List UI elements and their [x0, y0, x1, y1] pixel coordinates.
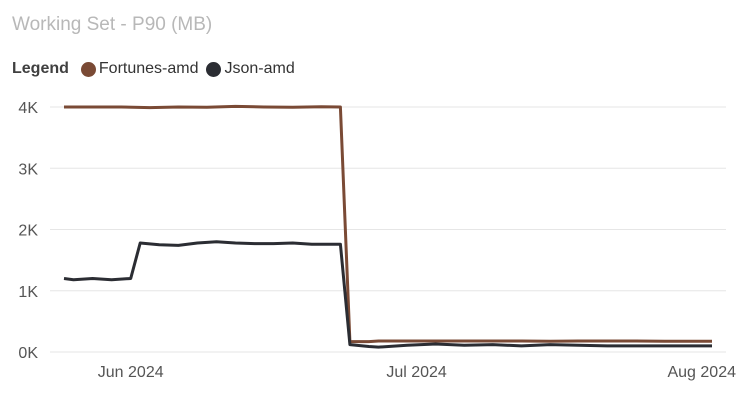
y-tick-label: 2K	[18, 223, 38, 240]
y-axis: 0K 1K 2K 3K 4K	[18, 100, 38, 362]
chart-title: Working Set - P90 (MB)	[12, 14, 213, 35]
y-tick-label: 4K	[18, 100, 38, 117]
series-line-fortunes-amd[interactable]	[64, 104, 712, 344]
series-line-json-amd[interactable]	[63, 240, 712, 349]
legend-item-fortunes-amd[interactable]: Fortunes-amd	[80, 60, 199, 78]
x-axis: Jun 2024 Jul 2024 Aug 2024	[98, 364, 736, 381]
y-tick-label: 0K	[18, 345, 38, 362]
series-lines	[63, 104, 712, 349]
legend-label-fortunes-amd: Fortunes-amd	[98, 60, 199, 77]
legend-swatch-json-amd	[206, 61, 222, 77]
x-tick-label: Aug 2024	[667, 364, 736, 381]
y-tick-label: 1K	[18, 284, 38, 301]
gridlines	[50, 106, 726, 353]
legend-swatch-fortunes-amd	[80, 61, 96, 77]
legend-item-json-amd[interactable]: Json-amd	[206, 60, 295, 78]
legend-label-json-amd: Json-amd	[224, 60, 295, 77]
legend-title: Legend	[12, 60, 69, 77]
x-tick-label: Jul 2024	[386, 364, 447, 381]
legend: Legend Fortunes-amd Json-amd	[12, 60, 303, 78]
y-tick-label: 3K	[18, 161, 38, 178]
x-tick-label: Jun 2024	[98, 364, 164, 381]
